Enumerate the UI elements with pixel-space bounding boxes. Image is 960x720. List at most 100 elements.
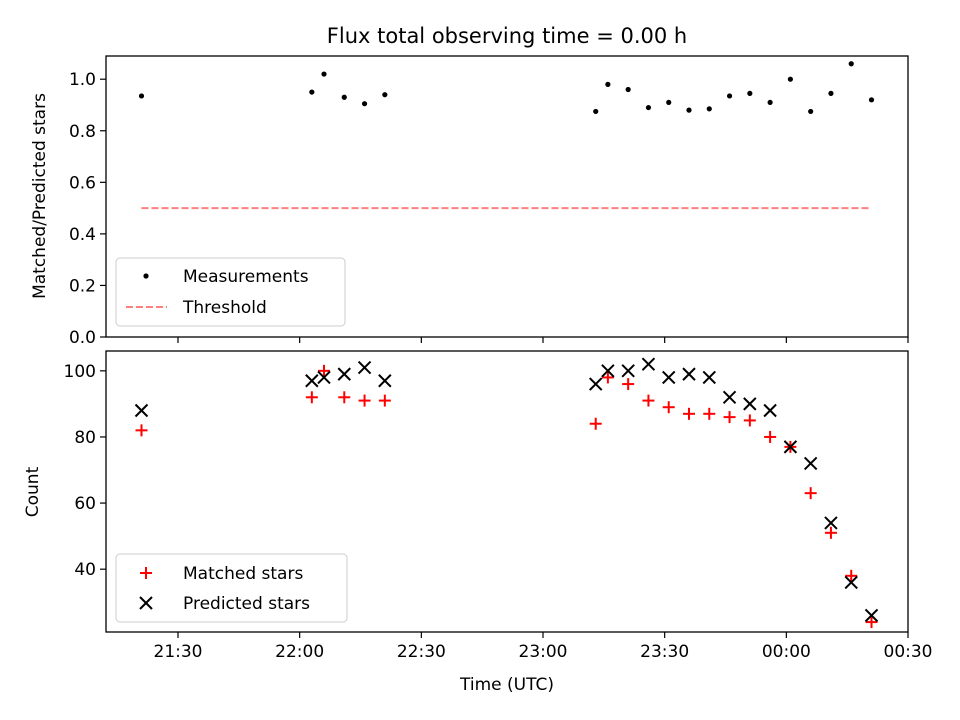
measurement-point (787, 76, 793, 82)
x-tick-label: 00:30 (884, 642, 933, 662)
matched-star-point (662, 401, 675, 414)
matched-star-point (723, 411, 736, 424)
x-tick-label: 21:30 (154, 642, 203, 662)
x-tick-label: 22:30 (397, 642, 446, 662)
measurement-point (706, 106, 712, 112)
measurement-point (666, 99, 672, 106)
measurement-point (645, 104, 652, 111)
bottom-legend: Matched stars Predicted stars (115, 553, 348, 623)
predicted-star-point (357, 360, 372, 375)
top-legend: Measurements Threshold (115, 257, 346, 327)
top-axes-frame (105, 55, 909, 338)
predicted-star-point (824, 516, 838, 530)
matched-star-point (338, 391, 351, 404)
x-tick-label: 00:00 (762, 642, 811, 662)
matched-star-point (601, 371, 614, 384)
measurement-point (767, 99, 773, 106)
predicted-star-point (803, 456, 818, 471)
measurement-point (309, 89, 315, 95)
x-tick-label: 23:00 (519, 642, 568, 662)
predicted-star-point (641, 357, 656, 371)
matched-star-point (378, 394, 391, 407)
predicted-star-point (783, 440, 798, 454)
y-tick-label: 0.4 (69, 225, 96, 245)
measurement-point (868, 97, 875, 103)
y-tick-label: 80 (74, 428, 96, 448)
bottom-plot-area (134, 357, 879, 629)
measurement-point (828, 90, 834, 96)
matched-star-point (824, 526, 837, 539)
matched-star-point (683, 407, 695, 420)
bottom-x-ticks: 21:30 22:00 22:30 23:00 23:30 00:00 00:30 (154, 632, 933, 662)
predicted-star-point (743, 397, 757, 411)
predicted-star-point (378, 374, 392, 388)
predicted-star-point (722, 390, 737, 404)
predicted-star-point (317, 370, 331, 385)
top-plot-area (138, 61, 875, 210)
y-tick-label: 1.0 (69, 70, 96, 90)
matched-star-point (305, 391, 318, 404)
top-x-ticks (177, 337, 909, 343)
predicted-star-point (844, 575, 858, 590)
top-y-ticks: 0.0 0.2 0.4 0.6 0.8 1.0 (69, 70, 106, 348)
measurement-point (605, 81, 611, 87)
matched-star-point (589, 417, 602, 430)
matched-star-point (642, 394, 655, 407)
measurement-point (726, 93, 733, 99)
measurement-point (593, 108, 599, 115)
matched-star-point (764, 430, 777, 443)
predicted-star-point (864, 608, 879, 623)
matched-star-point (622, 378, 635, 391)
matched-star-point (358, 394, 371, 407)
bottom-panel: Count Time (UTC) 40 60 80 100 21:30 22:00 22:… (23, 350, 933, 695)
measurement-point (686, 107, 692, 113)
matched-star-point (743, 414, 756, 427)
legend-predicted-marker (139, 596, 153, 610)
top-panel: Flux total observing time = 0.00 h Match… (30, 24, 909, 348)
matched-star-point (804, 487, 817, 500)
matched-star-point (845, 569, 858, 582)
legend-threshold-label: Threshold (182, 298, 267, 318)
bottom-axes-frame (105, 350, 909, 633)
measurement-point (361, 101, 368, 107)
legend-matched-marker (140, 567, 152, 579)
top-legend-box (115, 257, 346, 327)
measurement-point (382, 92, 388, 98)
predicted-star-point (134, 403, 149, 418)
y-tick-label: 60 (74, 494, 96, 514)
y-tick-label: 100 (64, 362, 96, 382)
legend-predicted-label: Predicted stars (183, 594, 310, 614)
predicted-star-point (763, 403, 777, 418)
bottom-x-axis-label: Time (UTC) (459, 675, 554, 695)
x-tick-label: 22:00 (275, 642, 324, 662)
measurement-point (321, 71, 327, 77)
y-tick-label: 0.0 (69, 328, 96, 348)
matched-star-point (135, 424, 148, 437)
measurement-point (138, 93, 145, 99)
top-chart-title: Flux total observing time = 0.00 h (327, 24, 687, 48)
y-tick-label: 0.8 (69, 122, 96, 142)
bottom-legend-box (115, 553, 348, 623)
y-tick-label: 0.2 (69, 276, 96, 296)
legend-measurements-marker (143, 273, 149, 279)
predicted-star-point (337, 367, 351, 381)
legend-matched-label: Matched stars (183, 564, 303, 584)
matched-star-point (865, 616, 878, 629)
predicted-star-point (662, 370, 676, 385)
measurement-point (341, 94, 347, 100)
y-tick-label: 40 (74, 560, 96, 580)
matched-star-point (703, 407, 716, 420)
measurement-point (747, 90, 753, 96)
measurement-point (848, 61, 854, 67)
measurement-point (625, 86, 631, 93)
top-y-axis-label: Matched/Predicted stars (30, 93, 50, 299)
predicted-star-point (589, 377, 603, 391)
predicted-star-point (621, 364, 635, 378)
predicted-star-point (305, 374, 319, 388)
y-tick-label: 0.6 (69, 173, 96, 193)
legend-measurements-label: Measurements (183, 267, 309, 287)
predicted-star-point (601, 364, 615, 378)
x-tick-label: 23:30 (640, 642, 689, 662)
predicted-star-point (682, 367, 696, 381)
